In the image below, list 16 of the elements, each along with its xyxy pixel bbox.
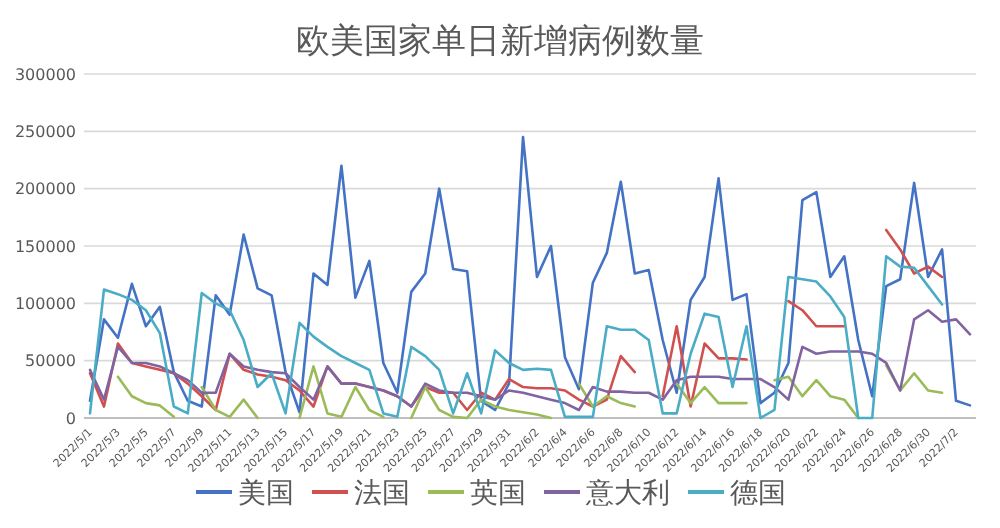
y-tick-label: 50000 (25, 352, 76, 371)
y-tick-label: 300000 (14, 65, 76, 84)
legend-label: 法国 (354, 477, 410, 510)
y-tick-label: 200000 (14, 180, 76, 199)
line-series (88, 135, 972, 414)
chart-title: 欧美国家单日新增病例数量 (296, 22, 704, 62)
line-series (88, 308, 972, 412)
line-series (88, 255, 944, 420)
legend-label: 美国 (238, 477, 294, 510)
y-tick-label: 250000 (14, 122, 76, 141)
legend-label: 德国 (730, 477, 786, 510)
y-tick-label: 0 (65, 409, 76, 428)
y-tick-label: 100000 (14, 294, 76, 313)
legend-label: 意大利 (584, 477, 670, 510)
legend-label: 英国 (470, 477, 526, 510)
y-tick-label: 150000 (14, 237, 76, 256)
